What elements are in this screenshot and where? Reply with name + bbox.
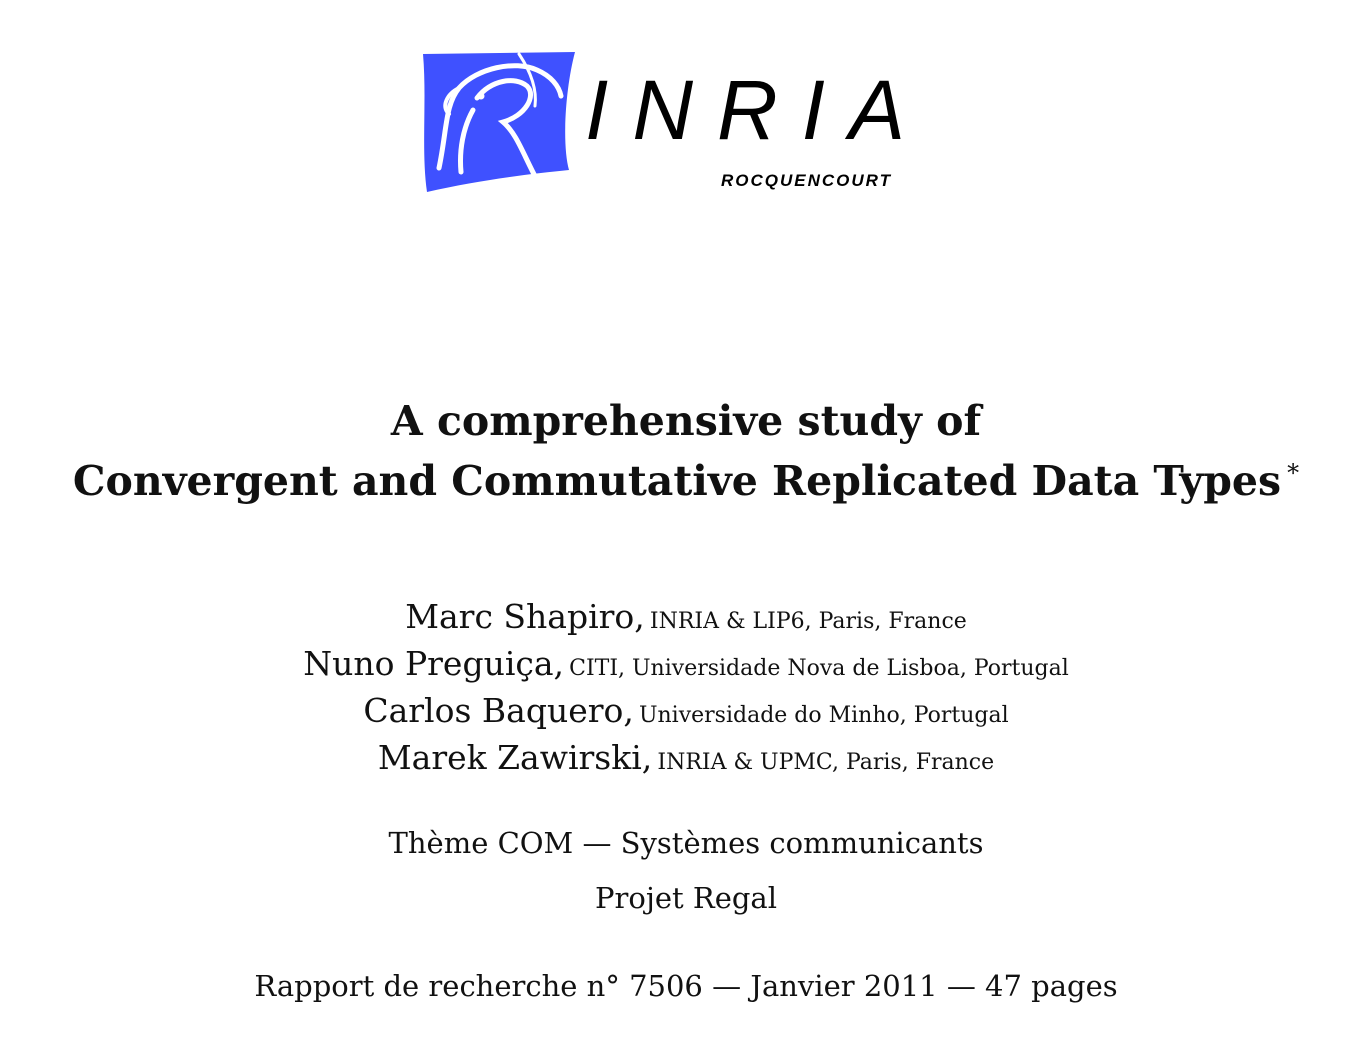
title-text-2: Convergent and Commutative Replicated Da… (72, 457, 1282, 505)
report-title-line-1: A comprehensive study of (0, 401, 1372, 442)
report-title-line-2: Convergent and Commutative Replicated Da… (0, 461, 1372, 502)
author-line: Carlos Baquero, Universidade do Minho, P… (0, 687, 1372, 734)
inria-logo: INRIA ROCQUENCOURT (419, 50, 969, 195)
inria-bird-emblem-icon (419, 50, 577, 192)
author-line: Marc Shapiro, INRIA & LIP6, Paris, Franc… (0, 593, 1372, 640)
author-name: Marek Zawirski, (377, 738, 653, 777)
author-list: Marc Shapiro, INRIA & LIP6, Paris, Franc… (0, 593, 1372, 781)
project-line: Projet Regal (595, 881, 777, 915)
author-affiliation: CITI, Universidade Nova de Lisboa, Portu… (569, 656, 1069, 681)
author-line: Nuno Preguiça, CITI, Universidade Nova d… (0, 640, 1372, 687)
author-line: Marek Zawirski, INRIA & UPMC, Paris, Fra… (0, 734, 1372, 781)
author-affiliation: INRIA & UPMC, Paris, France (657, 750, 995, 775)
report-info-line: Rapport de recherche n° 7506 — Janvier 2… (254, 969, 1118, 1003)
theme-line: Thème COM — Systèmes communicants (388, 826, 984, 860)
logo-wordmark: INRIA (585, 63, 930, 157)
author-name: Marc Shapiro, (405, 597, 645, 636)
author-name: Nuno Preguiça, (303, 644, 565, 683)
logo-location: ROCQUENCOURT (721, 171, 893, 190)
title-footnote-mark[interactable]: * (1287, 459, 1300, 487)
author-name: Carlos Baquero, (363, 691, 634, 730)
author-affiliation: Universidade do Minho, Portugal (638, 703, 1009, 728)
author-affiliation: INRIA & LIP6, Paris, France (649, 609, 967, 634)
title-text-1: A comprehensive study of (390, 397, 982, 445)
